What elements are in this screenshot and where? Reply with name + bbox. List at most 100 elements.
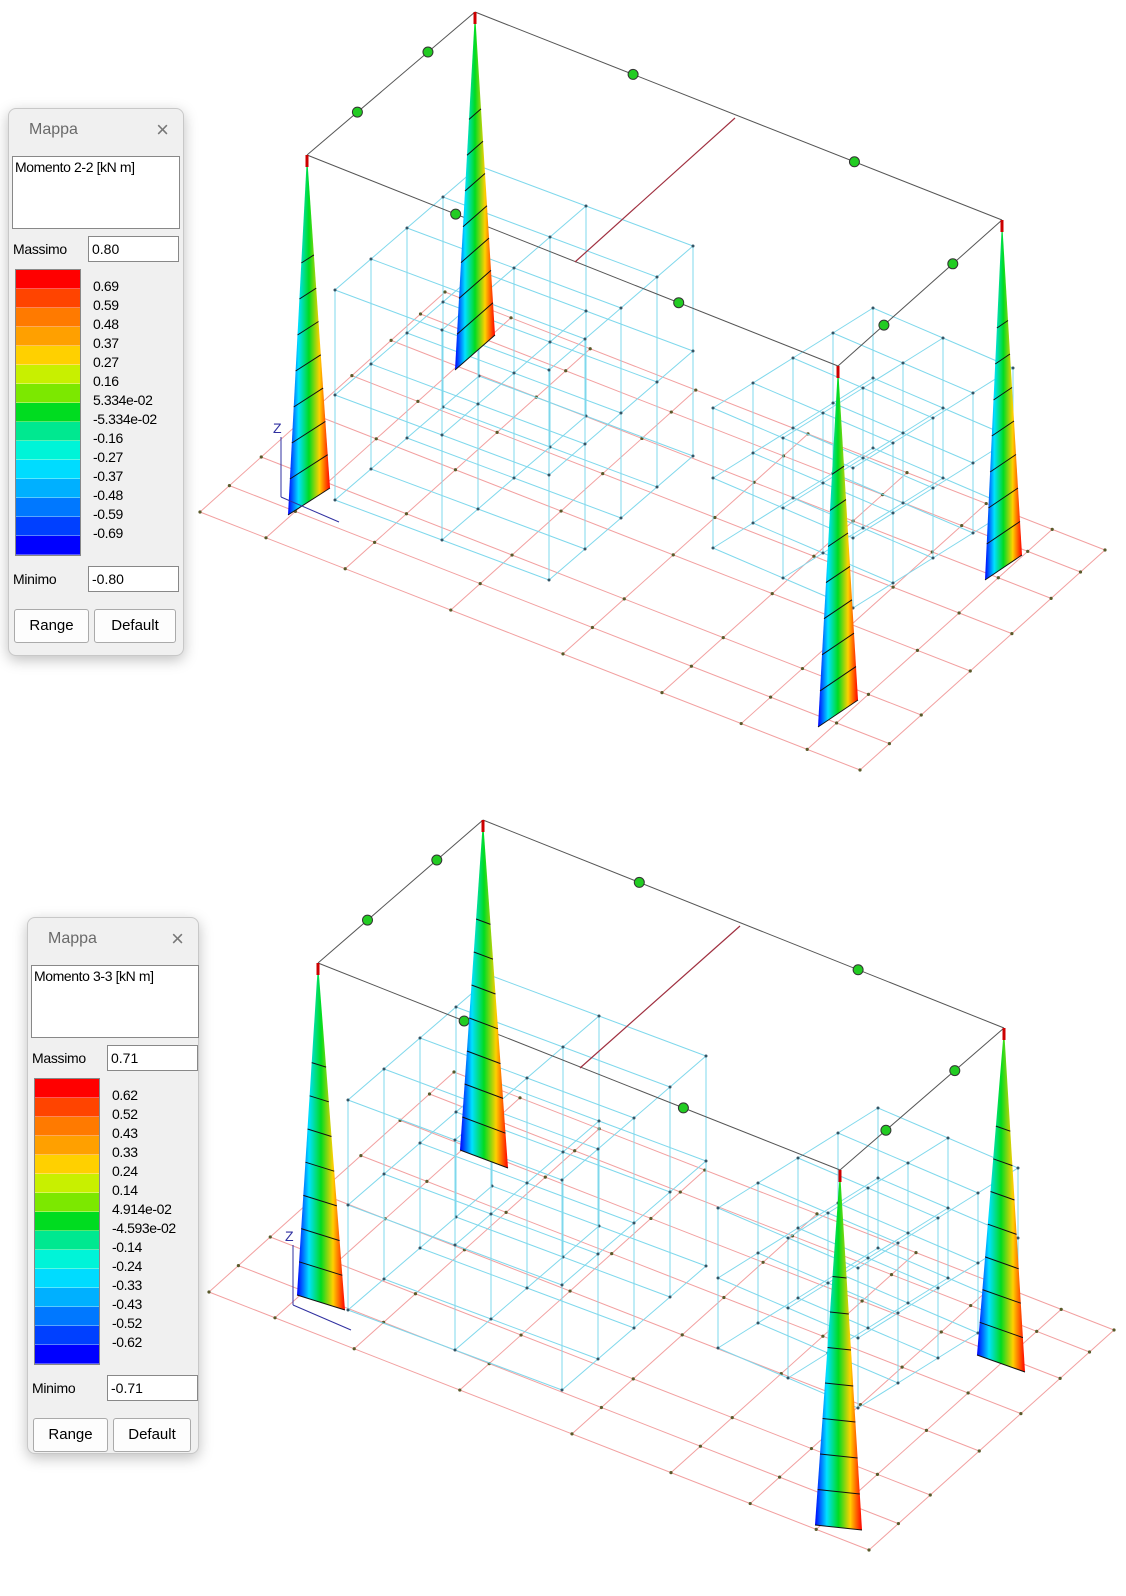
node — [704, 1054, 708, 1058]
floor-node — [568, 1289, 572, 1293]
member — [455, 1185, 493, 1218]
node — [716, 1276, 720, 1280]
node — [632, 1326, 636, 1330]
member — [897, 1217, 939, 1244]
member — [752, 357, 794, 384]
floor-node — [449, 608, 453, 612]
legend-swatch — [35, 1098, 99, 1117]
floor-node — [1050, 527, 1054, 531]
member — [862, 387, 934, 419]
frame-beam — [306, 11, 476, 156]
node — [369, 257, 373, 261]
node — [831, 401, 835, 405]
floor-node — [425, 1179, 429, 1183]
member — [490, 1287, 528, 1320]
beam-marker — [458, 1015, 470, 1027]
floor-node — [671, 553, 675, 557]
floor-line — [208, 1291, 870, 1551]
node — [941, 406, 945, 410]
beam-marker — [450, 208, 462, 220]
node — [866, 1186, 870, 1190]
member — [862, 457, 934, 489]
node — [861, 386, 865, 390]
diagram-station — [829, 1311, 849, 1315]
member — [562, 1256, 671, 1298]
close-button[interactable]: × — [171, 926, 184, 951]
close-button[interactable]: × — [156, 117, 169, 142]
node — [597, 1014, 601, 1018]
min-input[interactable]: -0.80 — [88, 566, 179, 592]
floor-line — [740, 503, 987, 724]
diagram-station — [289, 454, 328, 480]
member — [867, 1257, 939, 1289]
member — [477, 403, 586, 445]
floor-line — [868, 1329, 1115, 1551]
diagram-station — [994, 353, 1011, 365]
legend-label: 0.14 — [112, 1182, 138, 1198]
range-button[interactable]: Range — [33, 1418, 108, 1452]
default-button[interactable]: Default — [94, 609, 176, 643]
panel-title: Mappa — [48, 930, 97, 947]
member — [712, 407, 784, 439]
range-button[interactable]: Range — [14, 609, 89, 643]
node — [454, 1005, 458, 1009]
min-input[interactable]: -0.71 — [107, 1375, 198, 1401]
diagram-station — [301, 254, 315, 264]
member — [717, 1277, 789, 1309]
node — [668, 1190, 672, 1194]
member — [548, 548, 586, 581]
floor-node — [805, 747, 809, 751]
member — [752, 497, 794, 524]
member — [406, 301, 444, 334]
floor-node — [504, 1210, 508, 1214]
member — [585, 310, 694, 352]
floor-line — [562, 433, 809, 655]
member — [490, 1318, 599, 1360]
floor-line — [859, 549, 1106, 771]
diagram-station — [466, 1050, 501, 1065]
legend-label: -0.52 — [112, 1315, 142, 1331]
member — [712, 477, 784, 509]
member — [597, 1222, 635, 1255]
member — [867, 1162, 909, 1189]
diagram-station — [819, 1453, 858, 1459]
node — [405, 436, 409, 440]
node — [866, 1326, 870, 1330]
diagram-station — [832, 1276, 847, 1279]
member — [797, 1157, 869, 1189]
legend-swatch — [16, 403, 80, 422]
diagram-station — [309, 1095, 329, 1103]
node — [1016, 1166, 1020, 1170]
legend-swatch — [16, 289, 80, 308]
node — [901, 431, 905, 435]
floor-node — [478, 582, 482, 586]
member — [478, 165, 587, 207]
node — [369, 467, 373, 471]
default-button[interactable]: Default — [113, 1418, 191, 1452]
node — [936, 1356, 940, 1360]
floor-node — [264, 536, 268, 540]
node — [851, 466, 855, 470]
member — [477, 372, 515, 405]
node — [791, 356, 795, 360]
diagram-station — [824, 1382, 854, 1387]
max-input[interactable]: 0.71 — [107, 1045, 198, 1071]
diagram-station — [295, 354, 322, 372]
diagram-station — [829, 499, 847, 511]
member — [562, 1225, 600, 1258]
max-input[interactable]: 0.80 — [88, 236, 179, 262]
member — [752, 382, 824, 414]
node — [866, 1256, 870, 1260]
member — [526, 1287, 635, 1329]
member — [902, 407, 944, 434]
member — [513, 372, 622, 414]
node — [691, 244, 695, 248]
node — [333, 288, 337, 292]
diagram-station — [989, 454, 1017, 473]
floor-node — [343, 567, 347, 571]
node — [596, 1147, 600, 1151]
member — [932, 392, 974, 419]
member — [598, 1015, 707, 1057]
node — [668, 1295, 672, 1299]
floor-node — [350, 374, 354, 378]
